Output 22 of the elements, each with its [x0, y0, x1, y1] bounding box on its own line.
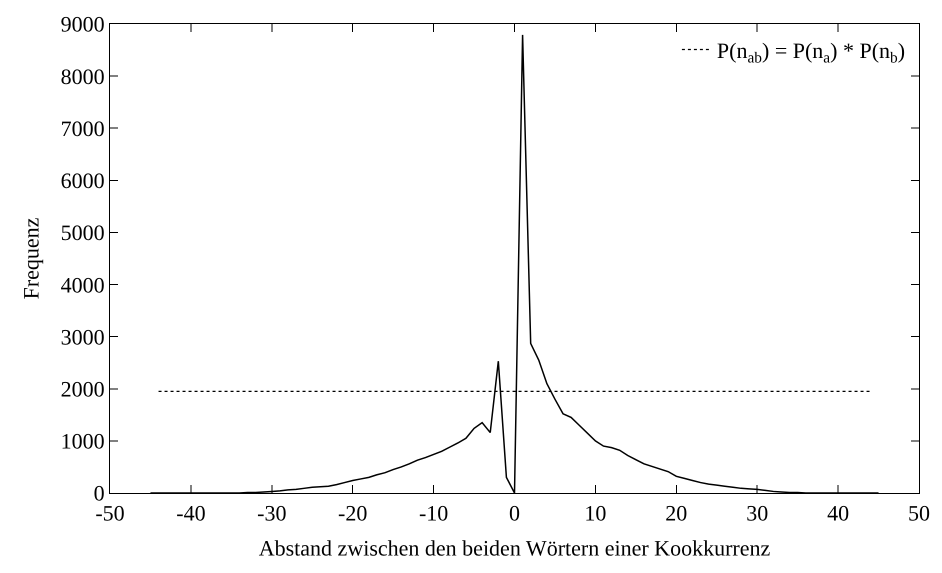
x-tick-label: -30	[257, 500, 286, 526]
x-tick-label: -20	[338, 500, 368, 526]
x-tick-label: 50	[908, 500, 930, 526]
y-tick-label: 1000	[60, 428, 105, 454]
x-tick-label: -10	[418, 500, 448, 526]
y-tick-label: 5000	[60, 220, 105, 246]
y-tick-label: 4000	[60, 272, 105, 298]
y-tick-label: 8000	[60, 64, 105, 89]
legend-label: P(n$_{ab}$) = P(n$_{a}$) * P(n$_{b}$)	[716, 38, 906, 67]
x-tick-label: 20	[665, 500, 688, 526]
x-axis-title: Abstand zwischen den beiden Wörtern einer Kookkurrenz	[258, 535, 770, 560]
y-tick-label: 9000	[60, 12, 105, 37]
x-tick-label: 30	[746, 500, 768, 526]
x-tick-label: 10	[584, 500, 606, 526]
y-tick-label: 3000	[60, 324, 105, 350]
x-tick-label: 40	[827, 500, 850, 526]
y-tick-label: 7000	[60, 116, 105, 141]
x-tick-label: 0	[509, 500, 520, 526]
x-tick-label: -40	[176, 500, 206, 526]
y-axis-title: Frequenz	[18, 217, 44, 300]
y-tick-label: 2000	[60, 376, 105, 402]
y-tick-label: 6000	[60, 168, 105, 194]
